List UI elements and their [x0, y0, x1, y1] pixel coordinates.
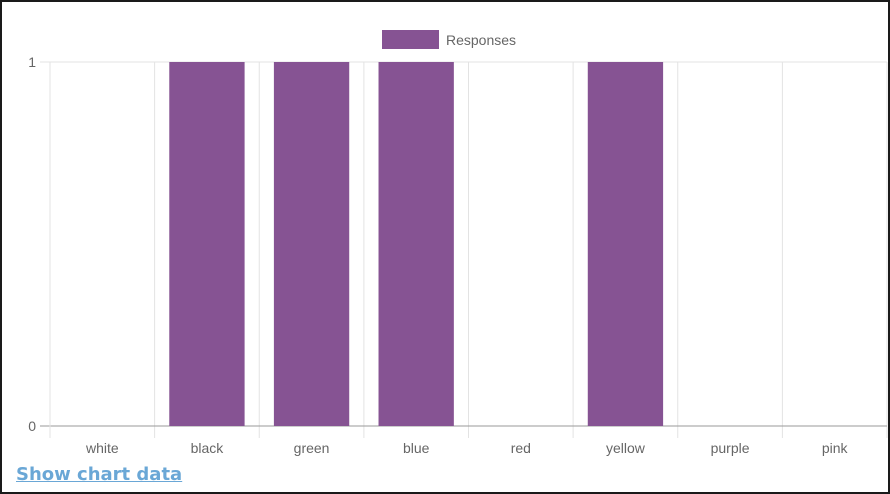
x-tick-label: white — [85, 440, 119, 456]
y-tick-label: 1 — [28, 54, 36, 70]
x-tick-label: green — [294, 440, 330, 456]
legend[interactable]: Responses — [382, 30, 516, 49]
x-tick-label: red — [511, 440, 531, 456]
bar-black[interactable] — [169, 62, 245, 426]
bars — [169, 62, 664, 426]
bar-green[interactable] — [273, 62, 350, 426]
grid-lines — [40, 61, 888, 438]
legend-label: Responses — [446, 32, 516, 48]
x-tick-label: yellow — [606, 440, 646, 456]
legend-swatch — [382, 30, 439, 49]
y-axis: 01 — [28, 54, 36, 434]
show-chart-data-link[interactable]: Show chart data — [16, 464, 183, 485]
y-tick-label: 0 — [28, 418, 36, 434]
x-axis: white black green blue red yellow purple pink — [85, 440, 849, 456]
bar-yellow[interactable] — [587, 62, 664, 426]
x-tick-label: pink — [822, 440, 849, 456]
x-tick-label: black — [191, 440, 225, 456]
bar-blue[interactable] — [378, 62, 454, 426]
x-tick-label: blue — [403, 440, 430, 456]
x-tick-label: purple — [711, 440, 750, 456]
